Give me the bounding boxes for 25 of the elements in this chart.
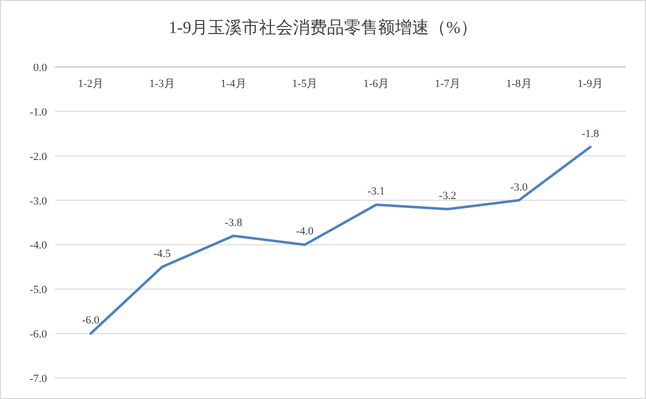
data-label: -3.8 xyxy=(224,216,243,229)
y-tick-label: 0.0 xyxy=(33,62,48,74)
data-label: -1.8 xyxy=(582,128,600,140)
x-tick-label: 1-6月 xyxy=(363,78,390,90)
x-tick-label: 1-5月 xyxy=(292,78,318,90)
y-tick-label: -1.0 xyxy=(30,106,48,118)
data-label: -3.2 xyxy=(438,190,456,202)
y-tick-label: -4.0 xyxy=(30,240,48,252)
y-tick-label: -7.0 xyxy=(30,373,48,385)
x-tick-label: 1-2月 xyxy=(78,78,104,90)
x-tick-label: 1-4月 xyxy=(220,78,246,90)
y-tick-label: -2.0 xyxy=(30,150,48,163)
data-label: -4.5 xyxy=(153,248,172,260)
y-tick-label: -3.0 xyxy=(30,195,48,208)
x-tick-label: 1-9月 xyxy=(577,78,604,90)
data-label: -6.0 xyxy=(82,314,100,327)
data-label: -4.0 xyxy=(296,226,314,238)
y-tick-label: -5.0 xyxy=(30,284,48,296)
chart-title: 1-9月玉溪市社会消费品零售额增速（%） xyxy=(168,18,478,37)
data-label: -3.1 xyxy=(367,186,385,198)
x-tick-label: 1-7月 xyxy=(434,78,460,90)
y-tick-label: -6.0 xyxy=(30,328,48,341)
x-tick-label: 1-3月 xyxy=(149,78,175,90)
x-tick-label: 1-8月 xyxy=(506,78,532,90)
data-label: -3.0 xyxy=(510,181,528,194)
